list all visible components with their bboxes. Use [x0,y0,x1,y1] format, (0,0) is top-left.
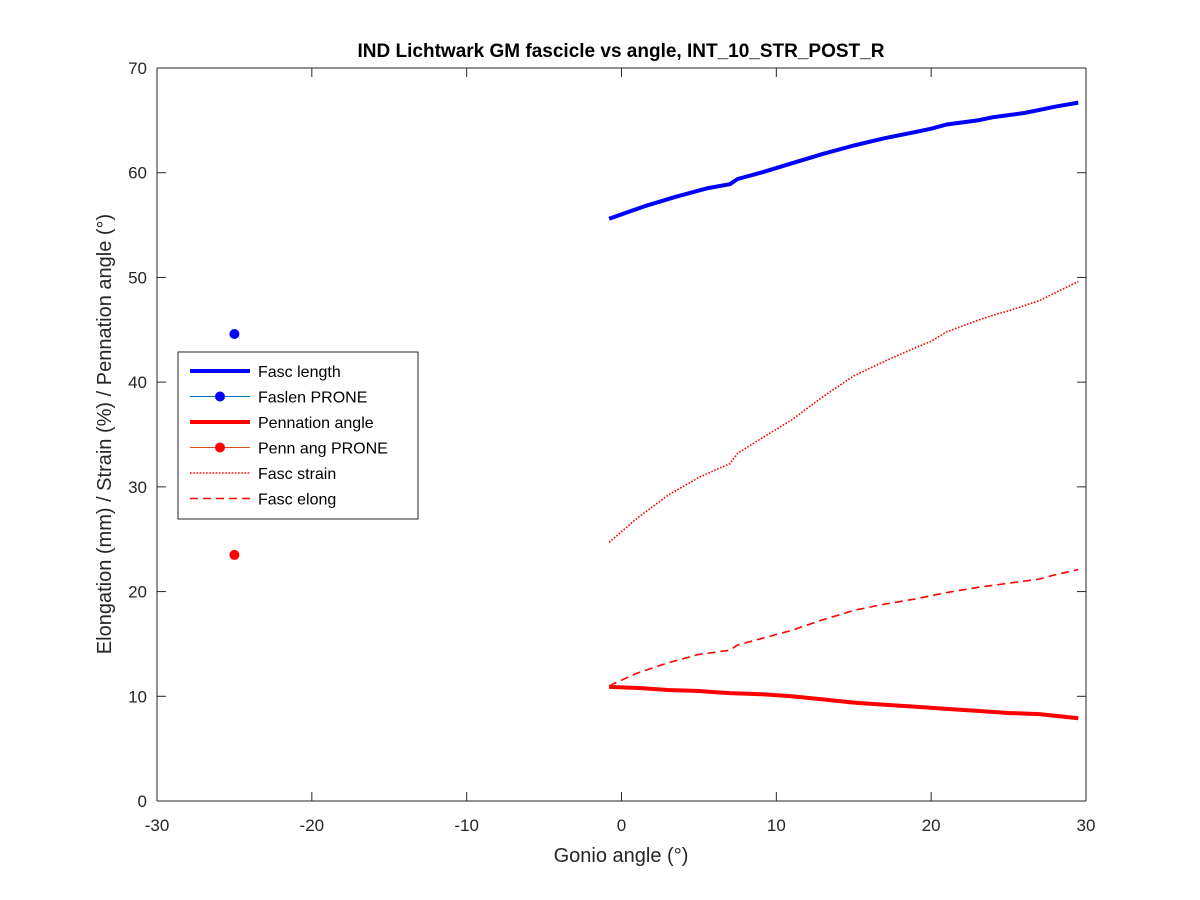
y-tick-label: 30 [128,478,147,497]
axes: -30 -20 -10 0 10 20 30 0 10 20 30 40 50 60 70 [128,59,1095,835]
legend-label: Pennation angle [258,415,374,432]
marker-penn-ang-prone [229,549,240,560]
legend-label: Faslen PRONE [258,390,367,407]
y-tick-label: 50 [128,268,147,287]
legend-label: Fasc elong [258,492,336,509]
series-line-fasc-strain [608,280,1079,544]
legend-item: Fasc strain [190,466,336,483]
marker-faslen-prone [229,328,240,339]
x-axis-label: Gonio angle (°) [554,845,689,867]
legend-item: Fasc length [190,364,341,381]
y-tick-label: 60 [128,164,147,183]
legend-swatch-marker [215,442,225,453]
legend: Fasc length Faslen PRONE Pennation angle Pe… [177,351,419,520]
x-tick-label: 10 [767,816,786,835]
x-tick-label: -10 [454,816,479,835]
y-tick-label: 20 [128,583,147,602]
legend-item: Penn ang PRONE [190,441,388,458]
series-line-pennation-angle [609,684,1079,721]
x-tick-label: 0 [617,816,626,835]
legend-item: Pennation angle [190,415,374,432]
y-tick-label: 70 [128,59,147,78]
series-line-fasc-length [608,100,1079,221]
x-tick-label: 30 [1077,816,1096,835]
legend-label: Penn ang PRONE [258,441,388,458]
legend-swatch-marker [215,391,225,402]
x-tick-label: -20 [300,816,325,835]
chart-title: IND Lichtwark GM fascicle vs angle, INT_… [358,41,885,62]
x-tick-label: -30 [145,816,170,835]
y-tick-label: 10 [128,687,147,706]
y-tick-label: 0 [138,792,147,811]
legend-label: Fasc length [258,364,341,381]
legend-item: Fasc elong [190,492,336,509]
y-axis-label: Elongation (mm) / Strain (%) / Pennation… [94,214,116,654]
x-tick-label: 20 [922,816,941,835]
series-layer [229,100,1079,721]
legend-box [177,351,419,520]
legend-label: Fasc strain [258,466,336,483]
y-tick-label: 40 [128,373,147,392]
legend-item: Faslen PRONE [190,390,367,407]
series-line-fasc-elong [608,568,1079,687]
